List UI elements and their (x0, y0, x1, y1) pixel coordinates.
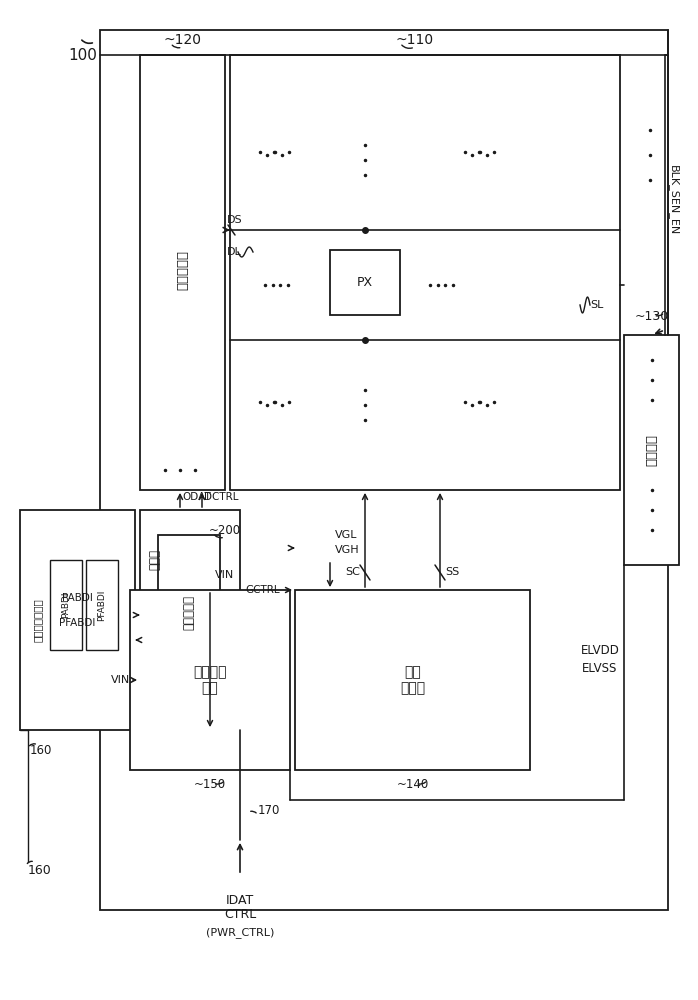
Bar (100, 30, 668, 910)
Bar (140, 510, 240, 730)
Text: 非易失性存储器: 非易失性存储器 (33, 598, 43, 642)
Text: DCTRL: DCTRL (204, 492, 239, 502)
Bar (140, 55, 225, 490)
Bar (50, 560, 82, 650)
Text: DS: DS (227, 215, 243, 225)
Text: 栅极
驱动器: 栅极 驱动器 (400, 665, 425, 695)
Text: 感测电路: 感测电路 (645, 434, 658, 466)
Text: VGL: VGL (335, 530, 357, 540)
Bar (20, 510, 135, 730)
Text: BLK_SEN_EN: BLK_SEN_EN (667, 165, 678, 235)
Bar (230, 55, 620, 490)
Text: PFABDI: PFABDI (59, 618, 96, 628)
Text: SS: SS (445, 567, 459, 577)
Text: PABDI: PABDI (62, 593, 93, 603)
Text: 160: 160 (30, 744, 52, 756)
Text: ~110: ~110 (396, 33, 434, 47)
Text: 数据驱动器: 数据驱动器 (176, 250, 189, 290)
Text: ~130: ~130 (634, 310, 669, 324)
Text: ODAT: ODAT (182, 492, 211, 502)
Text: CTRL: CTRL (224, 908, 256, 922)
Text: VIN: VIN (111, 675, 130, 685)
Bar (130, 590, 290, 770)
Text: ELVSS: ELVSS (582, 662, 618, 674)
Text: VGH: VGH (335, 545, 359, 555)
Text: 170: 170 (258, 804, 281, 816)
Text: 160: 160 (28, 863, 52, 876)
Text: ~140: ~140 (396, 778, 429, 792)
Text: ~150: ~150 (194, 778, 226, 792)
Bar (624, 335, 679, 565)
Text: GCTRL: GCTRL (245, 585, 280, 595)
Text: ~120: ~120 (163, 33, 202, 47)
Text: 寿命管理器: 寿命管理器 (182, 595, 195, 630)
Text: PFABDI: PFABDI (98, 589, 107, 621)
Bar (295, 590, 530, 770)
Bar (158, 535, 220, 690)
Text: 100: 100 (68, 48, 97, 63)
Text: DL: DL (227, 247, 242, 257)
Text: PX: PX (357, 276, 373, 289)
Text: VIN: VIN (215, 570, 235, 580)
Bar (86, 560, 118, 650)
Text: (PWR_CTRL): (PWR_CTRL) (206, 928, 274, 938)
Text: ~200: ~200 (209, 524, 241, 536)
Text: 电源管理
电路: 电源管理 电路 (193, 665, 227, 695)
Text: ELVDD: ELVDD (581, 644, 619, 656)
Text: PABDI: PABDI (61, 592, 70, 618)
Text: 控制器: 控制器 (149, 550, 161, 570)
Text: SC: SC (345, 567, 360, 577)
Text: SL: SL (590, 300, 603, 310)
Text: IDAT: IDAT (226, 894, 254, 906)
Bar (330, 250, 400, 315)
